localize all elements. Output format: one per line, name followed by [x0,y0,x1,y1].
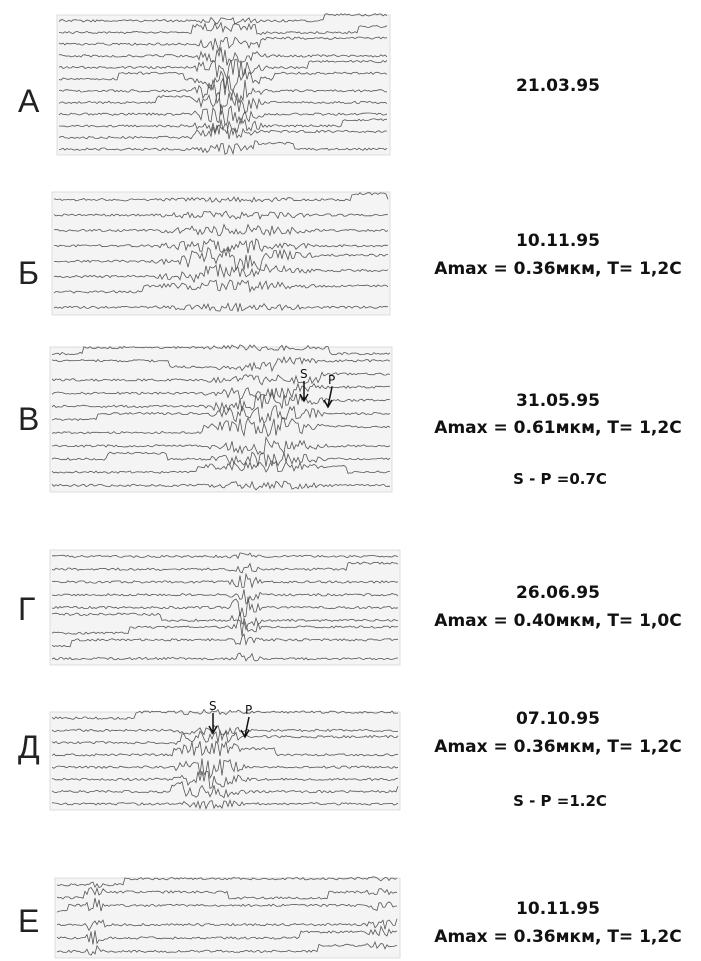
trace [58,104,388,126]
trace [56,925,398,945]
trace [53,192,389,203]
trace [53,210,389,220]
trace [58,140,388,156]
trace [53,302,389,312]
trace [58,88,388,116]
trace [51,371,391,386]
trace [54,238,389,254]
phase-marker: P [245,703,252,717]
trace [51,740,399,757]
trace [58,47,388,66]
panel-date: 07.10.95 [516,709,600,729]
trace [56,897,397,913]
trace [58,77,388,107]
trace [51,799,399,810]
phase-marker: P [328,373,335,387]
panel-date: 21.03.95 [516,76,600,96]
phase-arrow [208,713,218,735]
trace [51,552,399,560]
panel-date: 26.06.95 [516,583,600,603]
trace [51,391,391,413]
panel-letter: Д [18,729,40,765]
trace [51,589,399,605]
trace [51,344,391,356]
trace [51,730,399,745]
panel-date: 10.11.95 [516,899,600,919]
trace [51,561,399,574]
trace [58,36,388,52]
trace [51,770,399,790]
panel-date: 10.11.95 [516,231,600,251]
panel-letter: Г [18,591,35,627]
trace [51,480,391,491]
seismogram-bg [54,877,401,959]
panel-sp: S - P =0.7C [513,470,607,488]
trace [58,58,388,81]
trace [58,123,388,140]
trace [58,21,388,35]
trace [51,612,399,631]
panel-amax: Amax = 0.36мкм, T= 1,2C [434,737,681,757]
trace [51,781,399,799]
panel-date: 31.05.95 [516,391,600,411]
panel-amax: Amax = 0.36мкм, T= 1,2C [434,259,681,279]
panel-letter: Е [18,903,39,939]
trace [51,708,398,720]
panel-amax: Amax = 0.36мкм, T= 1,2C [434,927,681,947]
trace [53,263,389,284]
panel-amax: Amax = 0.40мкм, T= 1,0C [434,611,681,631]
trace [51,451,391,467]
trace [51,382,391,402]
seismogram-bg [51,191,391,316]
trace [56,918,398,932]
trace [51,633,398,648]
phase-arrow [299,381,309,403]
trace [53,279,389,294]
trace [51,758,399,780]
phase-marker: S [300,367,308,381]
trace [51,652,399,662]
trace [51,617,399,637]
trace [53,246,389,271]
panel-letter: А [18,83,40,119]
trace [52,436,391,456]
trace [58,13,388,25]
panel-amax: Amax = 0.61мкм, T= 1,2C [434,418,681,438]
trace [53,223,389,237]
trace [51,355,391,373]
phase-arrow [240,716,250,739]
panel-letter: В [18,401,39,437]
seismogram-bg [49,346,393,493]
trace [51,405,391,424]
panel-letter: Б [18,255,39,291]
trace [56,940,398,956]
panel-sp: S - P =1.2C [513,792,607,810]
trace [58,68,388,92]
trace [51,460,391,474]
phase-arrow [323,386,333,409]
trace [56,876,398,888]
trace [51,596,399,618]
trace [56,886,398,900]
phase-marker: S [209,699,217,713]
trace [51,572,399,589]
trace [51,416,391,438]
